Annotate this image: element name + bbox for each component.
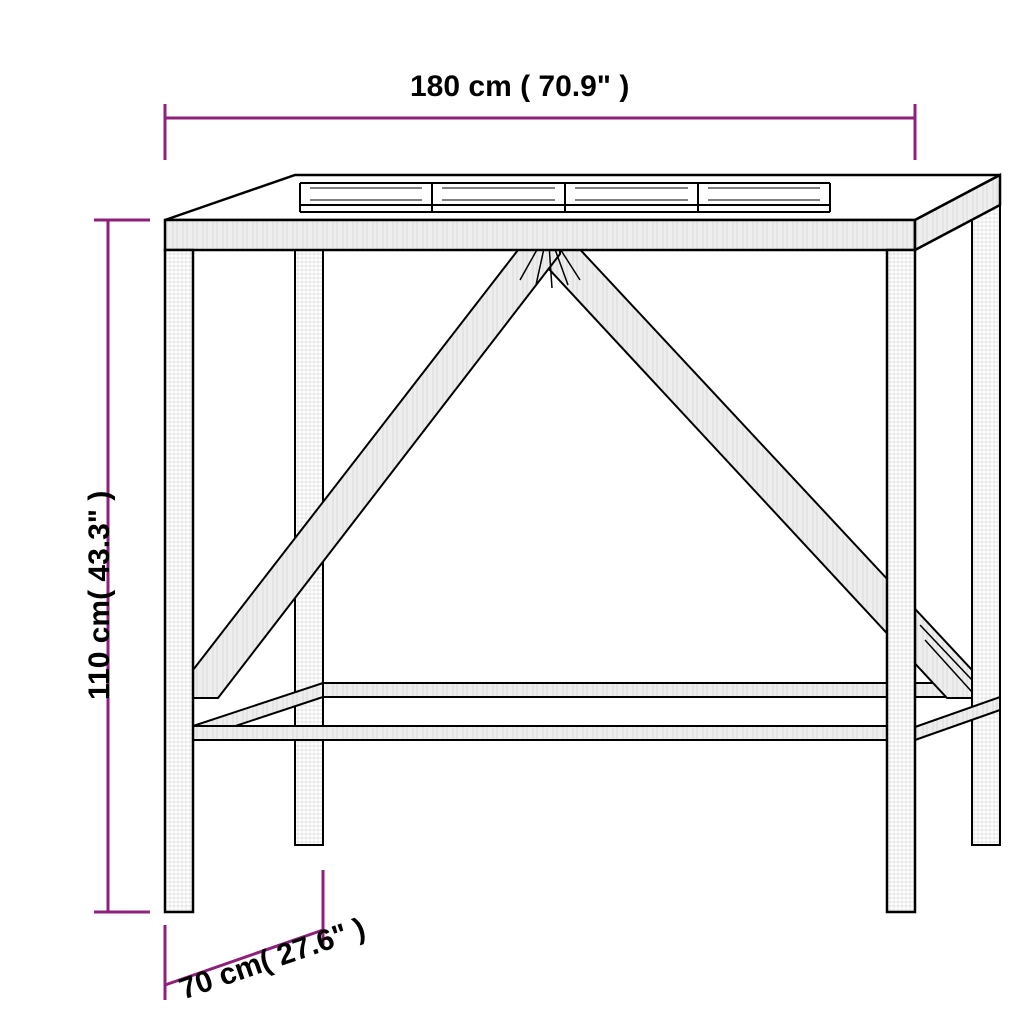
width-dimension-label: 180 cm ( 70.9" )	[410, 70, 629, 104]
front-stretcher	[193, 726, 887, 740]
diagram-canvas: 180 cm ( 70.9" ) 110 cm( 43.3" ) 70 cm( …	[0, 0, 1024, 1024]
height-dimension-label: 110 cm( 43.3" )	[83, 491, 117, 700]
table-diagram	[0, 0, 1024, 1024]
table-top	[165, 175, 1000, 250]
front-right-leg	[887, 250, 915, 912]
back-right-leg	[972, 205, 1000, 845]
back-stretcher	[323, 683, 972, 697]
front-left-leg	[165, 250, 193, 912]
